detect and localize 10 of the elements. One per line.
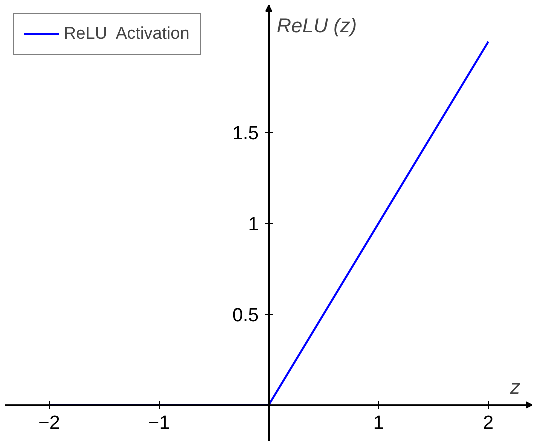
x-tick-label: 2 bbox=[483, 413, 494, 434]
y-tick-label: 1 bbox=[248, 214, 260, 236]
y-tick-label: 0.5 bbox=[232, 305, 260, 326]
x-tick-label: −1 bbox=[148, 413, 170, 434]
x-tick-label: 1 bbox=[374, 413, 384, 434]
y-tick-label: 1.5 bbox=[232, 124, 260, 145]
x-tick-label: −2 bbox=[38, 413, 60, 434]
y-axis-title: ReLU (z) bbox=[277, 16, 358, 38]
x-axis-title: z bbox=[510, 377, 520, 400]
legend-label: ReLU Activation bbox=[64, 24, 190, 44]
